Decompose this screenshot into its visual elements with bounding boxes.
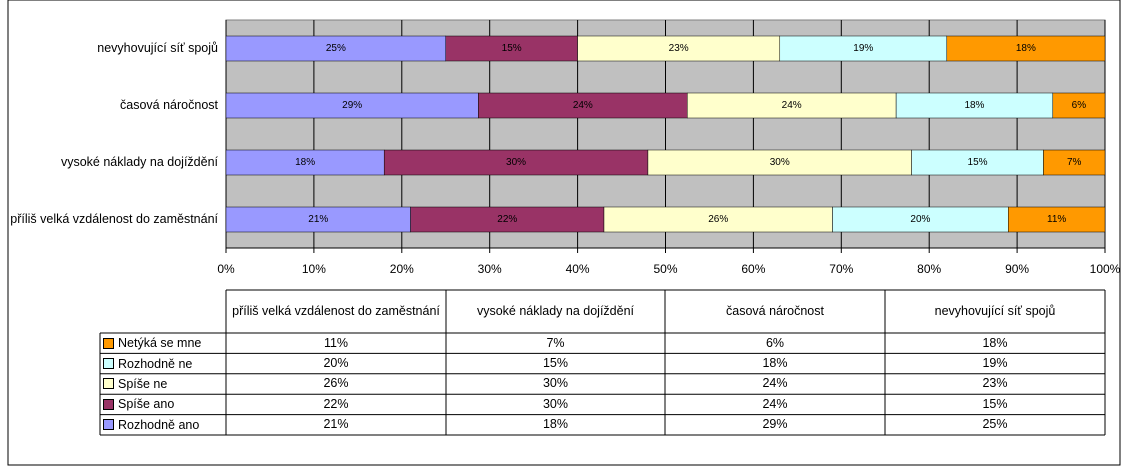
- bar-segment: [383, 149, 649, 176]
- data-label: 30%: [506, 157, 526, 168]
- category-label: časová náročnost: [120, 98, 218, 112]
- legend-label: Spíše ano: [118, 397, 175, 412]
- bar-segment: [478, 92, 688, 119]
- x-tick-label: 80%: [917, 262, 941, 276]
- bar-segment: [1008, 206, 1106, 233]
- x-tick-label: 10%: [302, 262, 326, 276]
- legend-swatch: [103, 378, 114, 390]
- data-label: 22%: [497, 214, 517, 225]
- legend-label: Spíše ne: [118, 376, 168, 391]
- table-cell: 24%: [762, 376, 788, 391]
- bar-segment: [687, 92, 897, 119]
- x-tick-label: 0%: [217, 262, 235, 276]
- data-label: 7%: [1067, 157, 1082, 168]
- legend-swatch: [103, 419, 114, 431]
- x-tick-label: 70%: [829, 262, 853, 276]
- data-label: 6%: [1072, 100, 1087, 111]
- table-cell: 23%: [982, 376, 1008, 391]
- table-header: vysoké náklady na dojíždění: [476, 304, 635, 318]
- table-cell: 29%: [762, 417, 788, 432]
- data-label: 24%: [782, 100, 802, 111]
- table-cell: 26%: [323, 376, 349, 391]
- data-label: 18%: [964, 100, 984, 111]
- bar-segment: [647, 149, 912, 176]
- bar-segment: [577, 35, 781, 62]
- data-label: 24%: [573, 100, 593, 111]
- bar-segment: [225, 35, 446, 62]
- table-header: příliš velká vzdálenost do zaměstnání: [232, 304, 440, 318]
- legend-entry: Spíše ano: [100, 394, 174, 414]
- data-label: 25%: [326, 43, 346, 54]
- x-tick-label: 60%: [741, 262, 765, 276]
- data-label: 29%: [342, 100, 362, 111]
- category-label: vysoké náklady na dojíždění: [60, 155, 218, 169]
- data-label: 26%: [708, 214, 728, 225]
- legend-entry: Spíše ne: [100, 374, 167, 394]
- data-label: 20%: [910, 214, 930, 225]
- data-label: 19%: [853, 43, 873, 54]
- x-tick-label: 30%: [478, 262, 502, 276]
- legend-entry: Netýká se mne: [100, 333, 201, 353]
- bar-segment: [410, 206, 605, 233]
- table-cell: 15%: [982, 396, 1008, 411]
- bar-segment: [779, 35, 948, 62]
- data-label: 11%: [1047, 214, 1066, 225]
- table-cell: 20%: [323, 356, 349, 371]
- data-label: 23%: [669, 43, 689, 54]
- table-cell: 30%: [542, 396, 569, 411]
- x-tick-label: 20%: [390, 262, 414, 276]
- x-tick-label: 40%: [566, 262, 590, 276]
- legend-label: Netýká se mne: [118, 336, 202, 351]
- table-cell: 19%: [982, 356, 1008, 371]
- table-cell: 7%: [546, 335, 565, 350]
- table-cell: 18%: [982, 335, 1008, 350]
- table-cell: 30%: [542, 376, 569, 391]
- table-header: časová náročnost: [726, 304, 824, 318]
- table-cell: 25%: [982, 417, 1008, 432]
- legend-swatch: [103, 358, 114, 370]
- legend-swatch: [103, 398, 114, 410]
- table-cell: 22%: [323, 396, 349, 411]
- bar-segment: [225, 149, 385, 176]
- bar-segment: [895, 92, 1054, 119]
- bar-segment: [225, 92, 479, 119]
- x-tick-label: 90%: [1005, 262, 1029, 276]
- bar-segment: [1052, 92, 1106, 119]
- x-tick-label: 100%: [1090, 262, 1121, 276]
- table-cell: 11%: [323, 335, 349, 350]
- legend-entry: Rozhodně ano: [100, 415, 199, 435]
- category-label: nevyhovující síť spojů: [97, 41, 218, 55]
- table-cell: 24%: [762, 396, 788, 411]
- category-label: příliš velká vzdálenost do zaměstnání: [10, 212, 218, 226]
- data-label: 21%: [308, 214, 328, 225]
- legend-swatch: [103, 337, 114, 349]
- table-cell: 21%: [323, 417, 349, 432]
- table-cell: 18%: [542, 417, 569, 432]
- data-label: 18%: [1016, 43, 1036, 54]
- bar-segment: [225, 206, 411, 233]
- data-label: 18%: [295, 157, 315, 168]
- frame: [7, 0, 1121, 466]
- data-label: 15%: [502, 43, 522, 54]
- table-header: nevyhovující síť spojů: [934, 304, 1056, 318]
- data-label: 30%: [770, 157, 790, 168]
- data-label: 15%: [968, 157, 988, 168]
- table-cell: 6%: [765, 335, 785, 350]
- bar-segment: [946, 35, 1106, 62]
- table-cell: 18%: [762, 356, 788, 371]
- bar-segment: [832, 206, 1009, 233]
- bar-segment: [445, 35, 578, 62]
- bar-segment: [1043, 149, 1106, 176]
- legend-label: Rozhodně ano: [118, 417, 200, 432]
- legend-label: Rozhodně ne: [118, 356, 193, 371]
- table-cell: 15%: [542, 356, 569, 371]
- bar-segment: [603, 206, 833, 233]
- x-tick-label: 50%: [653, 262, 677, 276]
- legend-entry: Rozhodně ne: [100, 353, 192, 373]
